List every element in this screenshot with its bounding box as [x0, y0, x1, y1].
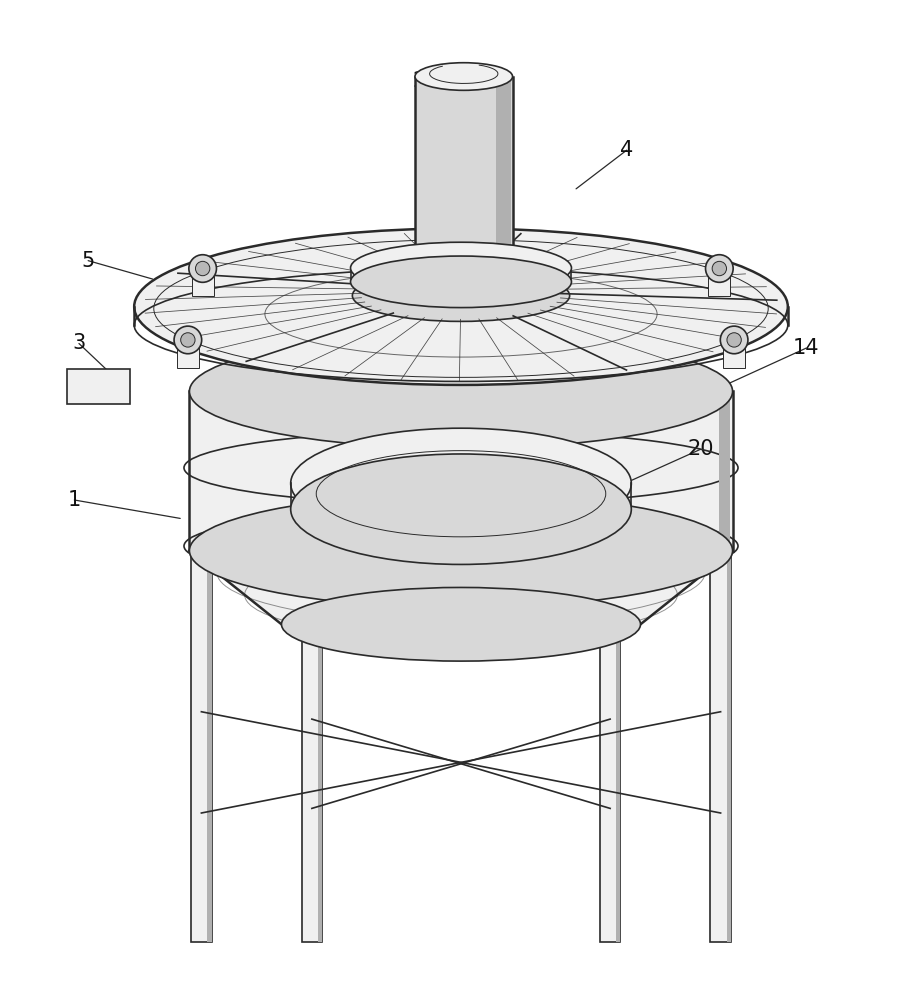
Bar — [191, 399, 211, 942]
Bar — [415, 77, 513, 261]
Circle shape — [181, 333, 195, 347]
Circle shape — [712, 261, 727, 276]
Bar — [318, 399, 322, 942]
Ellipse shape — [350, 242, 572, 294]
Bar — [711, 399, 731, 942]
Bar — [616, 399, 621, 942]
Bar — [177, 347, 199, 368]
Ellipse shape — [350, 256, 572, 308]
Ellipse shape — [352, 270, 570, 321]
Text: 4: 4 — [621, 140, 633, 160]
Circle shape — [727, 333, 741, 347]
Bar — [67, 369, 130, 404]
Bar — [207, 399, 211, 942]
Circle shape — [720, 326, 748, 354]
Circle shape — [195, 261, 210, 276]
Ellipse shape — [290, 428, 632, 539]
Bar — [192, 276, 214, 296]
Polygon shape — [189, 551, 733, 624]
Bar — [719, 391, 730, 551]
Circle shape — [705, 255, 733, 282]
Bar — [600, 399, 621, 942]
Text: 3: 3 — [72, 333, 86, 353]
Text: 5: 5 — [81, 251, 95, 271]
Bar — [496, 77, 511, 261]
Text: 14: 14 — [793, 338, 820, 358]
Bar — [708, 276, 730, 296]
Text: 1: 1 — [67, 490, 81, 510]
Text: 20: 20 — [687, 439, 714, 459]
Ellipse shape — [415, 247, 513, 274]
Ellipse shape — [189, 494, 733, 608]
Bar — [727, 399, 731, 942]
Circle shape — [189, 255, 217, 282]
Text: 2: 2 — [413, 71, 426, 91]
Bar — [723, 347, 745, 368]
Polygon shape — [189, 391, 733, 551]
Ellipse shape — [135, 228, 787, 385]
Ellipse shape — [189, 334, 733, 448]
Bar — [301, 399, 322, 942]
Circle shape — [174, 326, 202, 354]
Ellipse shape — [290, 454, 632, 564]
Ellipse shape — [415, 63, 513, 90]
Ellipse shape — [281, 587, 641, 661]
